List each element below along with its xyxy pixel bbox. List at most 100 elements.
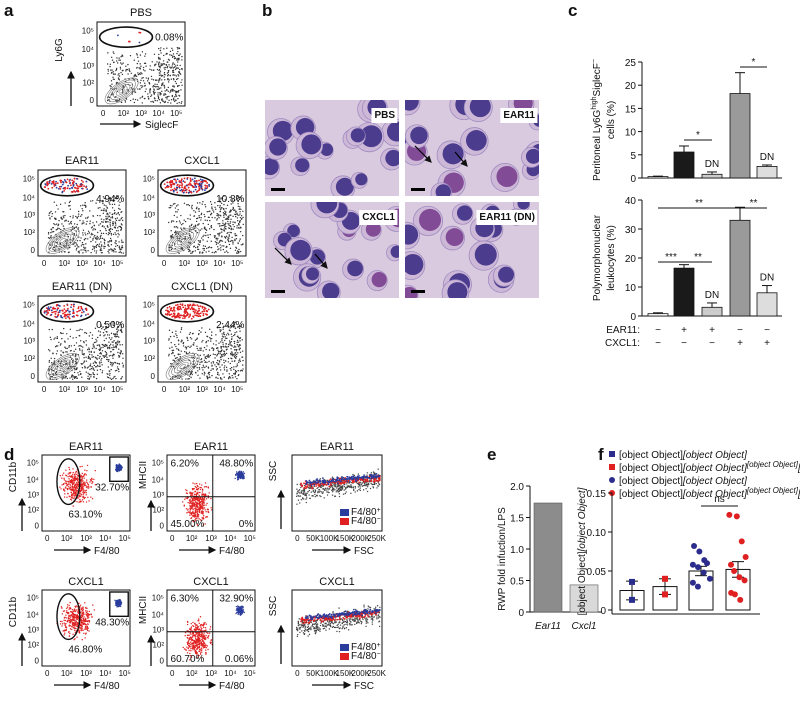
scatter-dot	[207, 497, 210, 499]
scatter-dot	[75, 375, 77, 378]
scatter-dot	[137, 72, 139, 74]
scatter-dot	[109, 221, 111, 224]
scatter-dot	[183, 181, 186, 184]
scatter-dot	[77, 479, 79, 482]
scatter-dot	[169, 91, 171, 93]
scatter-dot	[173, 90, 175, 92]
scatter-dot	[208, 371, 210, 374]
scatter-dot	[78, 185, 81, 188]
scatter-dot	[231, 336, 233, 338]
scatter-dot	[173, 335, 175, 338]
scatter-dot	[73, 476, 76, 479]
scatter-dot	[49, 247, 52, 249]
scatter-dot	[206, 240, 208, 243]
scatter-dot	[176, 227, 179, 229]
scatter-dot	[50, 231, 52, 234]
scatter-dot	[166, 72, 169, 74]
scatter-dot	[118, 463, 120, 466]
scatter-dot	[77, 306, 80, 308]
scatter-dot	[110, 363, 112, 366]
scatter-dot	[203, 359, 206, 361]
scatter-dot	[80, 474, 82, 476]
bar-annotation: DN	[760, 273, 774, 284]
scatter-dot	[204, 184, 207, 187]
scatter-dot	[170, 313, 173, 316]
scatter-dot	[298, 491, 300, 494]
scatter-dot	[74, 473, 76, 475]
scatter-dot	[225, 342, 227, 345]
scatter-dot	[216, 327, 219, 329]
scatter-dot	[223, 361, 225, 364]
scatter-dot	[121, 331, 123, 334]
scatter-dot	[175, 180, 178, 182]
scatter-dot	[224, 339, 226, 342]
scatter-dot	[214, 241, 217, 243]
contour	[104, 77, 139, 105]
scatter-dot	[169, 74, 171, 77]
scatter-dot	[116, 195, 119, 198]
scatter-dot	[218, 326, 221, 329]
scatter-dot	[137, 88, 139, 90]
scatter-dot	[122, 87, 124, 89]
scatter-dot	[194, 509, 197, 511]
scatter-dot	[77, 227, 80, 229]
scatter-dot	[217, 347, 219, 349]
scatter-dot	[241, 473, 243, 475]
scatter-dot	[227, 332, 229, 335]
scatter-dot	[60, 185, 63, 188]
scatter-dot	[174, 231, 177, 233]
scatter-dot	[91, 356, 93, 358]
scatter-dot	[223, 355, 225, 357]
scatter-dot	[179, 314, 182, 317]
scatter-dot	[122, 366, 124, 368]
x-axis-label: F4/80	[219, 546, 245, 557]
scatter-dot	[177, 48, 179, 50]
scatter-dot	[223, 359, 225, 361]
bar-annotation: DN	[705, 159, 719, 170]
scatter-dot	[92, 356, 95, 358]
scatter-dot	[196, 492, 198, 494]
scatter-dot	[302, 493, 305, 496]
scatter-dot	[72, 471, 74, 474]
scatter-dot	[188, 248, 190, 251]
scatter-dot	[89, 210, 91, 212]
panel-letter: c	[568, 1, 577, 20]
scatter-dot	[198, 499, 200, 502]
scatter-dot	[92, 372, 94, 374]
y-tick-label: 10²	[152, 506, 164, 515]
scatter-dot	[238, 248, 240, 251]
y-tick-label: 10⁵	[23, 301, 35, 310]
scatter-dot	[221, 197, 224, 200]
scatter-dot	[73, 489, 76, 491]
scatter-dot	[90, 251, 92, 254]
scatter-dot	[169, 184, 172, 187]
scatter-dot	[82, 363, 84, 365]
scatter-dot	[96, 214, 99, 217]
scatter-dot	[312, 495, 314, 497]
scatter-dot	[202, 201, 204, 203]
scatter-dot	[144, 90, 147, 93]
scatter-dot	[51, 186, 54, 189]
scatter-dot	[178, 343, 180, 345]
scatter-dot	[213, 252, 215, 254]
scatter-dot	[87, 366, 90, 368]
scatter-dot	[189, 502, 191, 505]
scatter-dot	[74, 491, 77, 493]
scatter-dot	[195, 182, 198, 185]
scatter-dot	[240, 477, 242, 479]
scatter-dot	[235, 355, 238, 358]
scatter-dot	[128, 69, 131, 72]
scatter-dot	[195, 220, 198, 223]
scatter-dot	[170, 230, 172, 232]
scatter-dot	[212, 362, 215, 364]
scatter-dot	[56, 223, 58, 225]
scatter-dot	[118, 225, 120, 228]
scatter-dot	[67, 251, 70, 254]
scatter-dot	[69, 215, 71, 218]
scatter-dot	[180, 327, 183, 329]
scatter-dot	[61, 251, 63, 253]
x-tick-label: 0	[170, 534, 175, 543]
scatter-dot	[72, 308, 75, 311]
scatter-dot	[176, 186, 179, 189]
scatter-dot	[169, 235, 172, 237]
